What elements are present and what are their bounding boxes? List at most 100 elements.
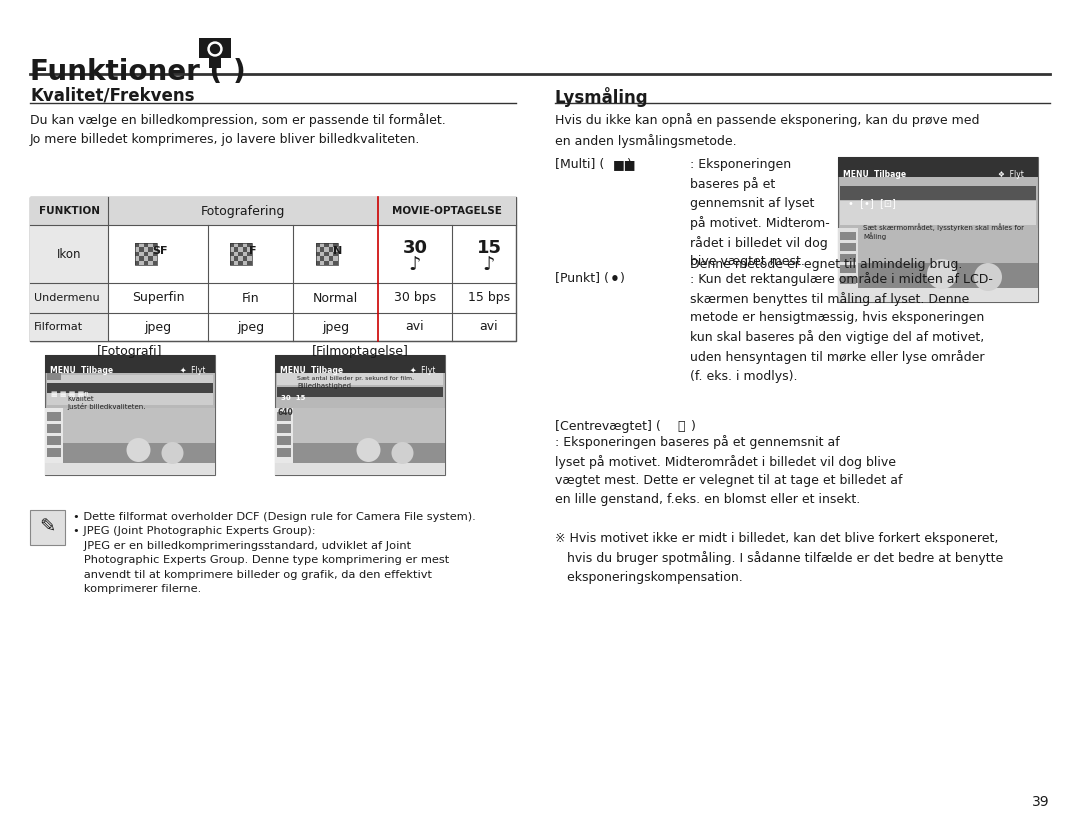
Text: : Eksponeringen
baseres på et
gennemsnit af lyset
på motivet. Midterom-
rådet i : : Eksponeringen baseres på et gennemsnit… <box>690 158 829 268</box>
Bar <box>324 243 328 248</box>
Bar <box>229 243 234 248</box>
Bar <box>840 243 856 251</box>
Bar <box>139 252 144 256</box>
Circle shape <box>162 442 184 464</box>
Bar <box>229 256 234 261</box>
Bar <box>135 243 157 265</box>
Bar <box>234 248 239 252</box>
Bar <box>63 408 215 463</box>
Bar <box>243 243 247 248</box>
Text: • Dette filformat overholder DCF (Design rule for Camera File system).
• JPEG (J: • Dette filformat overholder DCF (Design… <box>73 512 476 594</box>
Bar <box>45 463 215 475</box>
Bar <box>239 243 243 248</box>
Text: : Eksponeringen baseres på et gennemsnit af
lyset på motivet. Midterområdet i bi: : Eksponeringen baseres på et gennemsnit… <box>555 435 903 506</box>
Bar <box>276 448 291 457</box>
Text: Justér billedkvaliteten.: Justér billedkvaliteten. <box>67 403 146 410</box>
Text: 39: 39 <box>1032 795 1050 809</box>
Text: jpeg: jpeg <box>145 320 172 333</box>
Bar <box>144 243 148 248</box>
Bar <box>234 261 239 265</box>
Bar <box>63 443 215 463</box>
Bar <box>247 256 252 261</box>
Bar <box>152 261 157 265</box>
Bar <box>840 254 856 262</box>
Text: 640: 640 <box>276 408 293 417</box>
Bar <box>139 243 144 248</box>
Bar <box>239 261 243 265</box>
Bar <box>840 276 856 284</box>
Bar <box>243 252 247 256</box>
Bar <box>139 248 144 252</box>
Bar <box>234 256 239 261</box>
Bar <box>144 252 148 256</box>
Bar <box>152 243 157 248</box>
Text: ✦  Flyt: ✦ Flyt <box>180 366 205 375</box>
Bar <box>247 252 252 256</box>
Text: 15: 15 <box>476 239 501 257</box>
Bar <box>45 355 215 373</box>
Text: ): ) <box>233 58 246 86</box>
Bar <box>239 248 243 252</box>
Text: Billedhastighed: Billedhastighed <box>297 383 351 389</box>
Bar <box>135 256 139 261</box>
Bar <box>48 436 60 445</box>
Bar <box>333 261 337 265</box>
Circle shape <box>974 263 1002 291</box>
Circle shape <box>211 45 219 54</box>
Bar <box>144 261 148 265</box>
Text: MENU  Tilbage: MENU Tilbage <box>280 366 343 375</box>
Bar <box>328 252 333 256</box>
Bar <box>239 256 243 261</box>
Bar <box>333 256 337 261</box>
Text: Kvalitet/Frekvens: Kvalitet/Frekvens <box>30 87 194 105</box>
Text: 30  15: 30 15 <box>281 395 306 401</box>
Bar <box>144 256 148 261</box>
Text: MOVIE-OPTAGELSE: MOVIE-OPTAGELSE <box>392 206 502 216</box>
Bar <box>30 197 108 225</box>
Bar <box>229 252 234 256</box>
Bar <box>315 261 320 265</box>
Bar <box>333 243 337 248</box>
Text: Funktioner (: Funktioner ( <box>30 58 222 86</box>
Bar <box>838 288 1038 302</box>
Text: Filformat: Filformat <box>33 322 83 332</box>
Bar <box>148 252 152 256</box>
Text: ): ) <box>691 420 696 433</box>
Bar <box>324 248 328 252</box>
Text: ■■: ■■ <box>613 158 636 171</box>
Bar <box>30 313 108 341</box>
Bar <box>45 355 215 475</box>
Bar <box>276 387 443 397</box>
Bar <box>275 463 445 475</box>
Bar <box>840 265 856 273</box>
Bar <box>838 157 1038 177</box>
Text: jpeg: jpeg <box>322 320 349 333</box>
Bar <box>152 248 157 252</box>
Bar <box>148 256 152 261</box>
Bar <box>135 252 139 256</box>
Bar <box>135 243 139 248</box>
Bar <box>199 38 231 58</box>
Text: Du kan vælge en billedkompression, som er passende til formålet.
Jo mere billede: Du kan vælge en billedkompression, som e… <box>30 113 446 146</box>
Bar <box>315 243 337 265</box>
Bar <box>144 248 148 252</box>
Text: Kvalitet: Kvalitet <box>67 396 94 402</box>
Bar <box>328 256 333 261</box>
Bar <box>840 232 856 240</box>
Text: avi: avi <box>480 320 498 333</box>
Text: ❖  Flyt: ❖ Flyt <box>998 170 1024 179</box>
Text: Undermenu: Undermenu <box>33 293 99 303</box>
Bar <box>243 248 247 252</box>
Text: [Punkt] (: [Punkt] ( <box>555 272 609 285</box>
Text: 30: 30 <box>403 239 428 257</box>
Text: MENU  Tilbage: MENU Tilbage <box>843 170 906 179</box>
Bar <box>315 252 320 256</box>
Bar <box>838 157 1038 302</box>
Text: [Centrevægtet] (: [Centrevægtet] ( <box>555 420 661 433</box>
Bar <box>324 252 328 256</box>
Text: Superfin: Superfin <box>132 292 185 305</box>
Circle shape <box>927 259 957 289</box>
Bar <box>152 252 157 256</box>
Bar <box>276 412 291 421</box>
Bar <box>293 443 445 463</box>
